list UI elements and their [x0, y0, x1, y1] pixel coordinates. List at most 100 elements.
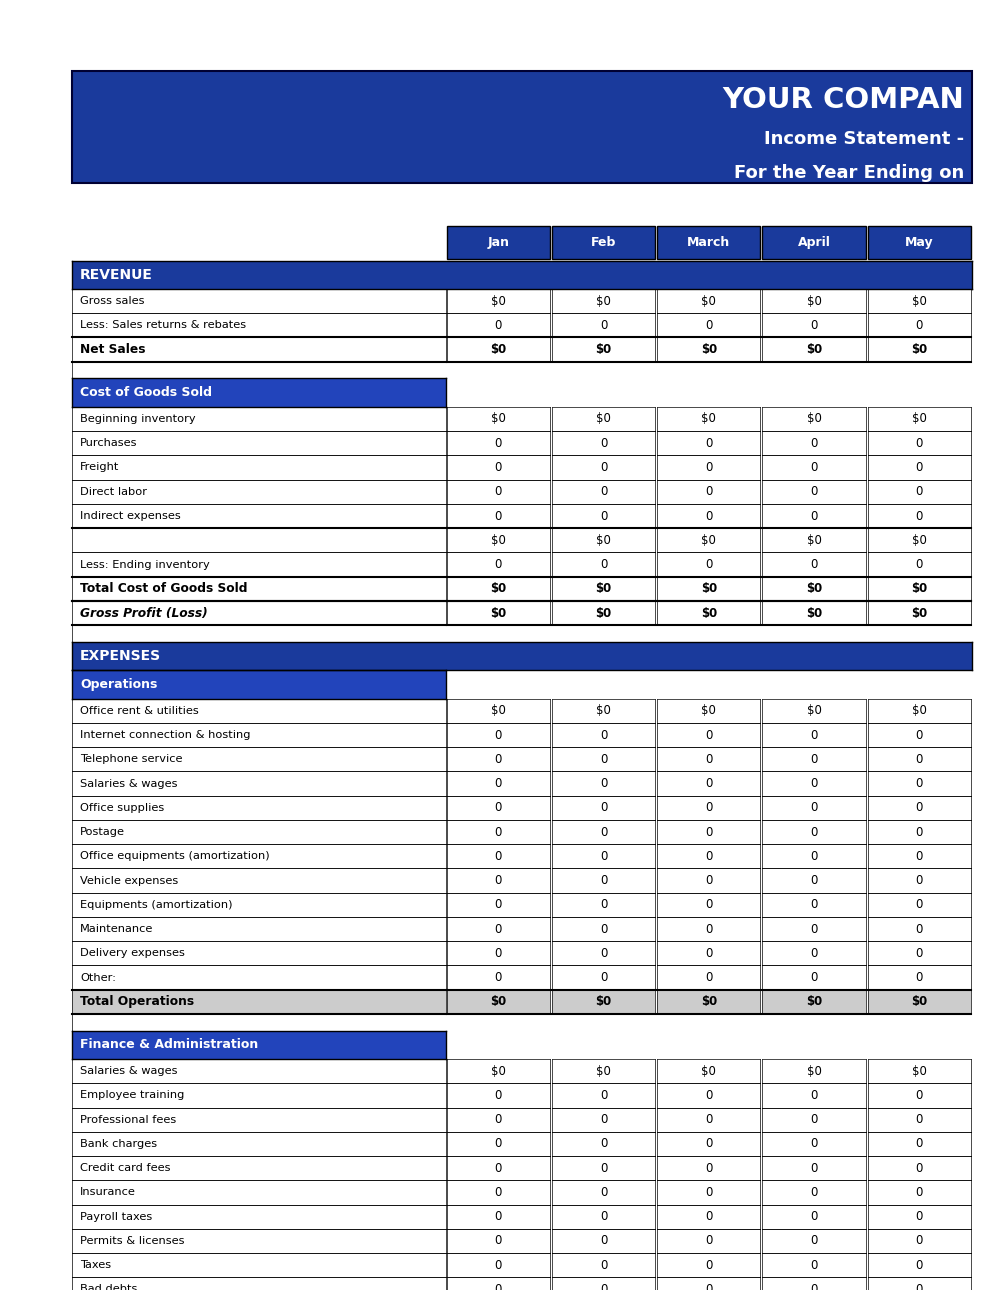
Text: $0: $0	[701, 1064, 716, 1077]
Text: 0: 0	[810, 898, 818, 911]
Bar	[657, 722, 760, 747]
Bar	[552, 771, 655, 796]
Text: Salaries & wages: Salaries & wages	[80, 1067, 178, 1076]
Text: Other:: Other:	[80, 973, 116, 983]
Text: Finance & Administration: Finance & Administration	[80, 1038, 258, 1051]
Bar	[868, 989, 971, 1014]
Bar	[72, 642, 972, 671]
Bar	[552, 1156, 655, 1180]
Text: $0: $0	[807, 413, 821, 426]
Text: $0: $0	[490, 343, 506, 356]
Bar	[72, 1253, 446, 1277]
Bar	[72, 868, 446, 893]
Bar	[762, 1131, 866, 1156]
Bar	[446, 289, 550, 313]
Text: 0: 0	[916, 898, 923, 911]
Bar	[657, 868, 760, 893]
Text: $0: $0	[911, 582, 927, 595]
Bar	[552, 965, 655, 989]
Bar	[446, 1180, 550, 1205]
Text: 0: 0	[916, 777, 923, 789]
Bar	[868, 1156, 971, 1180]
Text: 0: 0	[494, 1138, 502, 1151]
Bar	[762, 722, 866, 747]
Text: $0: $0	[596, 413, 611, 426]
Text: $0: $0	[491, 534, 506, 547]
Text: $0: $0	[806, 343, 822, 356]
Bar	[446, 338, 550, 361]
Text: 0: 0	[810, 461, 818, 473]
Text: Indirect expenses: Indirect expenses	[80, 511, 181, 521]
Text: 0: 0	[494, 777, 502, 789]
Text: 0: 0	[600, 485, 607, 498]
Text: Professional fees: Professional fees	[80, 1115, 176, 1125]
Bar	[552, 699, 655, 722]
Bar	[868, 528, 971, 552]
Bar	[552, 338, 655, 361]
Bar	[552, 226, 655, 259]
Text: 0: 0	[916, 729, 923, 742]
Text: 0: 0	[600, 1186, 607, 1198]
Text: 0: 0	[916, 875, 923, 888]
Bar	[868, 699, 971, 722]
Bar	[72, 671, 446, 699]
Text: 0: 0	[810, 1210, 818, 1223]
Text: Total Operations: Total Operations	[80, 996, 194, 1009]
Bar	[868, 1059, 971, 1084]
Bar	[552, 1205, 655, 1229]
Text: $0: $0	[595, 996, 612, 1009]
Text: 0: 0	[705, 1235, 712, 1247]
Bar	[72, 455, 446, 480]
Text: Bad debts: Bad debts	[80, 1285, 137, 1290]
Text: Postage: Postage	[80, 827, 125, 837]
Text: Maintenance: Maintenance	[80, 924, 153, 934]
Bar	[657, 1108, 760, 1131]
Text: 0: 0	[810, 1259, 818, 1272]
Bar	[552, 480, 655, 504]
Bar	[762, 528, 866, 552]
Bar	[72, 406, 446, 431]
Bar	[552, 747, 655, 771]
Text: 0: 0	[494, 971, 502, 984]
Bar	[657, 1059, 760, 1084]
Text: $0: $0	[491, 704, 506, 717]
Bar	[657, 699, 760, 722]
Bar	[657, 1180, 760, 1205]
Bar	[657, 820, 760, 844]
Text: April: April	[798, 236, 830, 249]
Bar	[446, 820, 550, 844]
Text: Feb: Feb	[591, 236, 616, 249]
Text: Freight: Freight	[80, 463, 119, 472]
Text: $0: $0	[596, 1064, 611, 1077]
Bar	[762, 917, 866, 942]
Bar	[657, 989, 760, 1014]
Bar	[446, 893, 550, 917]
Text: 0: 0	[810, 947, 818, 960]
Bar	[552, 1229, 655, 1253]
Text: 0: 0	[810, 777, 818, 789]
Bar	[762, 965, 866, 989]
Bar	[552, 989, 655, 1014]
Bar	[552, 601, 655, 626]
Bar	[762, 1108, 866, 1131]
Text: 0: 0	[916, 801, 923, 814]
Text: Taxes: Taxes	[80, 1260, 111, 1271]
Bar	[657, 528, 760, 552]
Text: 0: 0	[494, 1113, 502, 1126]
Bar	[446, 868, 550, 893]
Bar	[552, 893, 655, 917]
Text: 0: 0	[705, 1186, 712, 1198]
Bar	[762, 989, 866, 1014]
Text: 0: 0	[705, 729, 712, 742]
Text: Internet connection & hosting: Internet connection & hosting	[80, 730, 250, 740]
Text: 0: 0	[810, 971, 818, 984]
Bar	[868, 1084, 971, 1108]
Bar	[657, 1084, 760, 1108]
Bar	[72, 722, 446, 747]
Text: 0: 0	[705, 510, 712, 522]
Text: 0: 0	[916, 826, 923, 838]
Text: $0: $0	[807, 1064, 821, 1077]
Text: $0: $0	[701, 704, 716, 717]
Text: 0: 0	[705, 947, 712, 960]
Text: 0: 0	[810, 1138, 818, 1151]
